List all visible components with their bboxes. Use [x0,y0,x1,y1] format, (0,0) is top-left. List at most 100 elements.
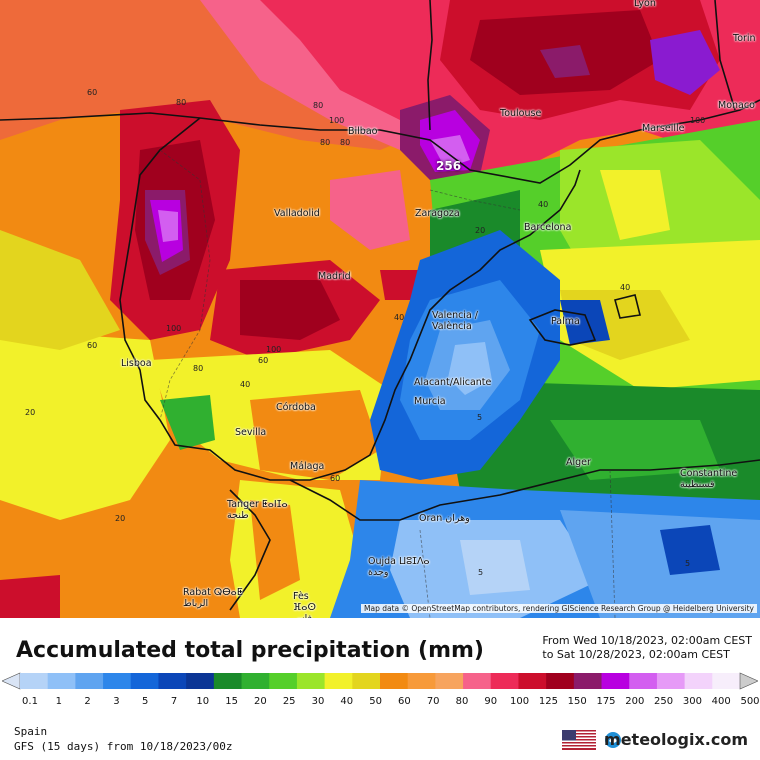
legend-tick-label: 2 [84,696,91,707]
contour-label: 5 [478,568,484,577]
city-label-murcia: Murcia [414,396,446,407]
legend-tick-label: 15 [225,696,238,707]
city-label-valencia: Valencia / València [432,310,478,332]
legend-color-cell [463,673,492,689]
contour-label: 80 [320,138,331,147]
contour-label: 40 [538,200,549,209]
legend-tick-label: 200 [625,696,645,707]
legend-arrow-high [739,672,758,690]
legend-color-cell [518,673,547,689]
legend-tick-label: 300 [682,696,702,707]
legend-color-cell [656,673,686,689]
city-label-alicante: Alacant/Alicante [414,377,492,388]
contour-label: 20 [475,226,486,235]
legend-color-cell [712,673,741,689]
city-label-valladolid: Valladolid [274,208,320,219]
legend-color-cell [490,673,519,689]
legend-color-cell [629,673,658,689]
city-label-oran: Oran وهران [419,513,470,524]
contour-label: 5 [685,559,691,568]
legend-color-cell [20,673,49,689]
legend-color-cell [601,673,630,689]
brand-name[interactable]: meteologix.com [604,730,748,749]
city-label-sevilla: Sevilla [235,427,267,438]
contour-label: 60 [330,474,341,483]
contour-label: 80 [313,101,324,110]
contour-label: 40 [620,283,631,292]
legend-tick-label: 5 [142,696,149,707]
city-label-alger: Alger [566,457,591,468]
legend-color-cell [407,673,436,689]
contour-label: 100 [166,324,182,333]
legend-color-cell [103,673,132,689]
city-label-rabat: Rabat ⵕⴱⴰⵟ الرباط [183,587,243,609]
city-label-torin: Torin [733,33,756,44]
legend-color-cell [352,673,381,689]
contour-label: 100 [266,345,282,354]
contour-label: 100 [690,116,706,125]
legend-tick-label: 50 [369,696,382,707]
model-run: GFS (15 days) from 10/18/2023/00z [14,740,233,753]
legend-arrow-low [2,672,21,690]
legend-tick-label: 10 [196,696,210,707]
city-label-palma: Palma [551,316,580,327]
legend-color-cell [186,673,215,689]
legend-tick-label: 60 [398,696,411,707]
city-label-barcelona: Barcelona [524,222,572,233]
contour-label: 80 [193,364,204,373]
legend-tick-label: 250 [654,696,674,707]
time-range: From Wed 10/18/2023, 02:00am CEST to Sat… [542,634,752,662]
time-range-from: From Wed 10/18/2023, 02:00am CEST [542,634,752,647]
legend-color-cell [296,673,326,689]
legend-tick-label: 1 [55,696,62,707]
contour-label: 60 [87,341,98,350]
city-label-zaragoza: Zaragoza [415,208,460,219]
legend-color-cell [546,673,575,689]
contour-label: 80 [340,138,351,147]
legend-color-cell [47,673,76,689]
footer-panel: Accumulated total precipitation (mm) Fro… [0,618,760,760]
precipitation-map[interactable] [0,0,760,618]
legend-color-cell [241,673,270,689]
legend-color-cell [573,673,603,689]
color-legend-bar [2,672,758,690]
contour-label: 20 [25,408,36,417]
us-flag-icon[interactable] [562,730,596,750]
legend-tick-label: 175 [596,696,616,707]
meteologix-logo-icon [605,732,621,748]
legend-color-cell [324,673,353,689]
legend-tick-label: 30 [311,696,325,707]
legend-tick-label: 0.1 [22,696,38,707]
legend-color-cell [213,673,243,689]
model-info: Spain GFS (15 days) from 10/18/2023/00z [14,724,233,754]
time-range-to: to Sat 10/28/2023, 02:00am CEST [542,648,730,661]
legend-tick-label: 7 [170,696,178,707]
contour-label: 100 [329,116,345,125]
max-value-label: 256 [436,159,462,173]
city-label-lisboa: Lisboa [121,358,152,369]
city-label-oujda: Oujda ⵡⵓⵊⴷⴰ وجدة [368,556,430,578]
legend-tick-label: 90 [484,696,498,707]
legend-tick-label: 500 [740,696,760,707]
contour-label: 20 [115,514,126,523]
legend-color-cell [158,673,187,689]
city-label-constantine: Constantine قسنطينة [680,468,738,490]
contour-label: 5 [477,413,483,422]
chart-title: Accumulated total precipitation (mm) [16,638,484,663]
city-label-marseille: Marseille [642,123,685,134]
contour-label: 60 [87,88,98,97]
legend-tick-label: 80 [455,696,469,707]
legend-ticks: 0.1 1 2 3 5 7 10 15 20 25 30 40 50 60 70 80 90 100 125 150 1… [0,696,760,710]
city-label-bilbao: Bilbao [348,126,378,137]
precipitation-field [0,0,760,618]
legend-tick-label: 3 [113,696,120,707]
map-attribution[interactable]: Map data © OpenStreetMap contributors, r… [361,604,757,613]
legend-tick-label: 25 [282,696,296,707]
legend-color-cell [130,673,159,689]
contour-label: 40 [240,380,251,389]
city-label-cordoba: Córdoba [276,402,316,413]
legend-color-cell [75,673,104,689]
legend-color-cell [380,673,409,689]
legend-tick-label: 100 [510,696,530,707]
legend-tick-label: 125 [538,696,558,707]
